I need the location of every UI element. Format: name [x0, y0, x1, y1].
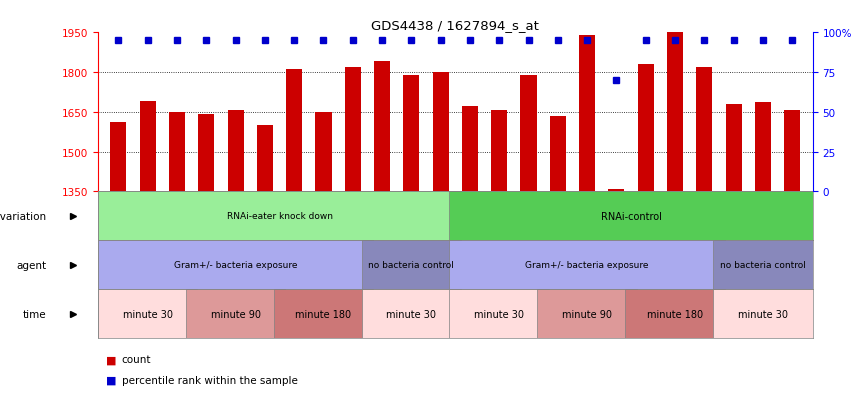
Text: ■: ■: [106, 375, 117, 385]
Text: minute 180: minute 180: [647, 309, 703, 319]
Bar: [521, 76, 537, 192]
Text: no bacteria control: no bacteria control: [720, 261, 806, 270]
Bar: [98, 192, 461, 241]
Bar: [726, 104, 742, 192]
Bar: [168, 112, 185, 192]
Bar: [491, 111, 507, 192]
Bar: [579, 36, 595, 192]
Bar: [755, 103, 771, 192]
Text: genotype/variation: genotype/variation: [0, 211, 47, 221]
Text: minute 90: minute 90: [210, 309, 260, 319]
Bar: [345, 67, 361, 192]
Bar: [111, 123, 127, 192]
Bar: [98, 241, 374, 290]
Bar: [550, 116, 566, 192]
Bar: [462, 107, 478, 192]
Bar: [713, 241, 813, 290]
Bar: [257, 126, 273, 192]
Bar: [286, 70, 302, 192]
Bar: [362, 290, 461, 339]
Bar: [637, 65, 654, 192]
Bar: [696, 67, 712, 192]
Bar: [608, 189, 625, 192]
Bar: [667, 33, 683, 192]
Text: no bacteria control: no bacteria control: [368, 261, 454, 270]
Bar: [362, 241, 461, 290]
Text: RNAi-eater knock down: RNAi-eater knock down: [226, 212, 333, 221]
Bar: [374, 62, 390, 192]
Text: minute 180: minute 180: [295, 309, 351, 319]
Text: count: count: [122, 354, 151, 364]
Bar: [713, 290, 813, 339]
Bar: [449, 290, 549, 339]
Bar: [537, 290, 637, 339]
Text: Gram+/- bacteria exposure: Gram+/- bacteria exposure: [525, 261, 648, 270]
Bar: [625, 290, 725, 339]
Bar: [227, 111, 243, 192]
Bar: [274, 290, 374, 339]
Text: percentile rank within the sample: percentile rank within the sample: [122, 375, 298, 385]
Text: minute 90: minute 90: [563, 309, 612, 319]
Text: ■: ■: [106, 354, 117, 364]
Bar: [432, 73, 448, 192]
Bar: [98, 290, 197, 339]
Bar: [186, 290, 285, 339]
Title: GDS4438 / 1627894_s_at: GDS4438 / 1627894_s_at: [371, 19, 540, 32]
Bar: [140, 102, 156, 192]
Text: minute 30: minute 30: [738, 309, 788, 319]
Bar: [449, 241, 725, 290]
Text: time: time: [23, 309, 47, 319]
Text: agent: agent: [16, 260, 47, 270]
Text: minute 30: minute 30: [386, 309, 437, 319]
Bar: [198, 115, 214, 192]
Bar: [449, 192, 813, 241]
Text: minute 30: minute 30: [123, 309, 173, 319]
Bar: [784, 111, 800, 192]
Text: Gram+/- bacteria exposure: Gram+/- bacteria exposure: [174, 261, 297, 270]
Text: minute 30: minute 30: [474, 309, 524, 319]
Bar: [403, 76, 420, 192]
Text: RNAi-control: RNAi-control: [601, 211, 661, 221]
Bar: [316, 112, 332, 192]
